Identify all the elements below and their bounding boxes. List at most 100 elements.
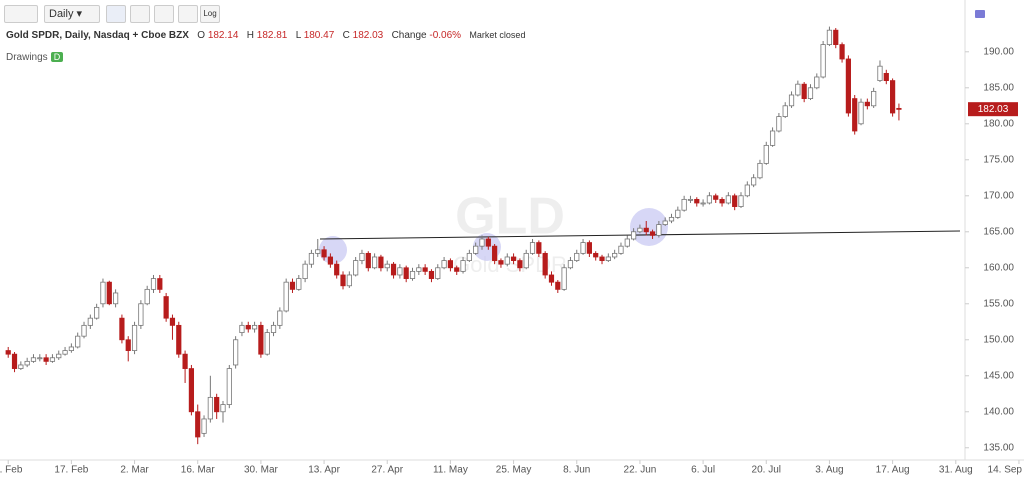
y-tick-label: 155.00 xyxy=(983,298,1014,309)
candle-body xyxy=(725,195,731,204)
camera-icon[interactable] xyxy=(975,10,985,18)
candle-body xyxy=(612,252,618,258)
candle-body xyxy=(567,260,574,269)
highlight-circle xyxy=(319,236,347,264)
candle-body xyxy=(479,238,485,247)
crosshair-button[interactable] xyxy=(178,5,198,23)
candle-body xyxy=(403,267,409,279)
x-tick-label: 11. May xyxy=(433,465,468,476)
candle-body xyxy=(87,317,93,326)
candle-body xyxy=(81,324,87,337)
candle-body xyxy=(435,267,441,279)
candle-body xyxy=(233,339,239,366)
candle-body xyxy=(738,195,744,207)
symbol-title: Gold SPDR, Daily, Nasdaq + Cboe BZX xyxy=(6,30,189,41)
candle-body xyxy=(694,198,700,204)
candle-body xyxy=(195,411,201,438)
clock-button[interactable] xyxy=(154,5,174,23)
candle-body xyxy=(37,357,43,360)
chart-type-button[interactable] xyxy=(4,5,38,23)
candle-body xyxy=(384,263,390,269)
trend-line xyxy=(319,230,961,240)
market-status: Market closed xyxy=(469,30,526,40)
settings-button[interactable] xyxy=(106,5,126,23)
x-tick-label: 6. Jul xyxy=(691,465,715,476)
candle-body xyxy=(169,317,176,326)
candle-body xyxy=(510,256,517,261)
x-tick-label: 22. Jun xyxy=(624,465,657,476)
candle-body xyxy=(43,357,49,362)
y-tick-label: 180.00 xyxy=(983,118,1014,129)
candle-body xyxy=(656,224,662,236)
candle-body xyxy=(713,195,719,200)
candle-body xyxy=(62,350,68,355)
y-tick-label: 150.00 xyxy=(983,334,1014,345)
candle-body xyxy=(517,260,523,269)
candle-body xyxy=(883,72,889,81)
candle-body xyxy=(207,396,213,420)
y-tick-label: 160.00 xyxy=(983,262,1014,273)
candle-body xyxy=(245,324,251,330)
candle-body xyxy=(890,80,896,114)
ohlc-label: C xyxy=(342,30,350,41)
interval-select[interactable]: Daily ▾ xyxy=(44,5,100,23)
log-button[interactable]: Log xyxy=(200,5,220,23)
candle-body xyxy=(877,65,883,81)
y-tick-label: 190.00 xyxy=(983,46,1014,57)
candle-body xyxy=(353,260,359,276)
candle-body xyxy=(214,396,220,413)
candle-body xyxy=(757,162,763,179)
candle-body xyxy=(302,263,308,279)
candle-body xyxy=(719,198,725,204)
x-tick-label: 27. Apr xyxy=(371,465,403,476)
candle-body xyxy=(157,278,163,290)
candle-body xyxy=(599,256,605,261)
candle-body xyxy=(687,198,694,201)
candle-body xyxy=(334,263,340,276)
candle-body xyxy=(820,44,826,78)
low-value: 180.47 xyxy=(303,30,335,41)
x-tick-label: 3. Aug xyxy=(815,465,843,476)
candle-body xyxy=(826,29,833,45)
candle-body xyxy=(871,90,877,107)
compare-button[interactable] xyxy=(130,5,150,23)
y-tick-label: 135.00 xyxy=(983,442,1014,453)
highlight-circle xyxy=(473,233,501,261)
candle-body xyxy=(700,202,706,205)
candle-body xyxy=(226,368,232,405)
candle-body xyxy=(593,252,599,258)
drawings[interactable]: Drawings D xyxy=(6,52,64,63)
candle-body xyxy=(56,353,62,359)
candle-body xyxy=(308,252,315,265)
candle-body xyxy=(441,260,447,269)
candle-body xyxy=(492,245,498,261)
drawings-badge: D xyxy=(50,52,64,62)
candle-body xyxy=(100,281,106,305)
y-tick-label: 145.00 xyxy=(983,370,1014,381)
candle-body xyxy=(675,209,681,218)
candle-body xyxy=(637,227,643,233)
candle-body xyxy=(296,278,302,290)
candle-body xyxy=(763,144,769,164)
candle-body xyxy=(131,324,138,351)
candle-body xyxy=(605,256,611,261)
candle-body xyxy=(732,195,738,207)
y-tick-label: 140.00 xyxy=(983,406,1014,417)
x-tick-label: 2. Mar xyxy=(120,465,149,476)
candle-body xyxy=(631,231,637,240)
candle-body xyxy=(706,195,713,204)
candle-body xyxy=(258,324,264,355)
change-label: Change xyxy=(391,30,427,41)
candle-body xyxy=(49,357,56,362)
candle-body xyxy=(460,260,466,272)
ohlc-label: H xyxy=(246,30,254,41)
candle-body xyxy=(466,252,472,261)
candle-body xyxy=(485,238,491,247)
candle-body xyxy=(618,245,624,254)
y-tick-label: 170.00 xyxy=(983,190,1014,201)
candle-body xyxy=(580,242,586,254)
candle-body xyxy=(839,44,845,60)
candle-body xyxy=(858,101,864,125)
candle-body xyxy=(138,303,144,326)
